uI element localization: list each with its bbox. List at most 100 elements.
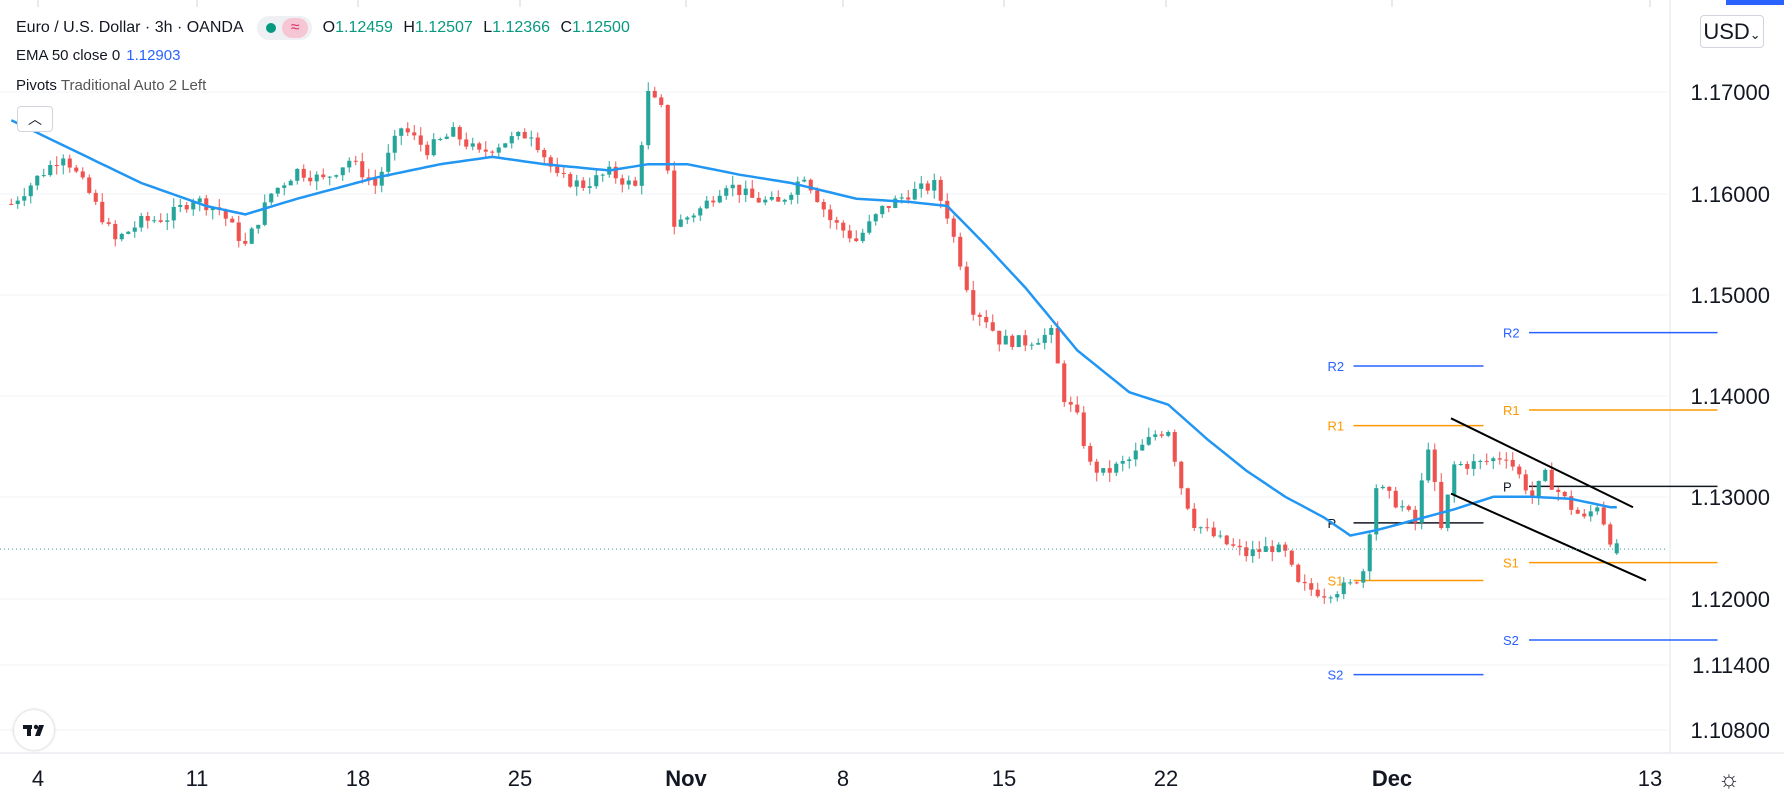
candle-body — [1309, 583, 1314, 590]
pivot-label-s1: S1 — [1328, 573, 1344, 588]
candle-body — [1562, 491, 1567, 497]
channel-trendline — [1450, 492, 1647, 582]
status-badge[interactable]: ≈ — [257, 16, 313, 40]
collapse-legend-button[interactable]: ︿ — [17, 106, 53, 132]
candle-body — [1081, 412, 1086, 446]
candle-body — [490, 151, 495, 153]
candle-body — [1068, 402, 1073, 405]
candle-body — [600, 174, 605, 176]
candle-body — [756, 197, 761, 203]
candle-body — [360, 161, 365, 178]
candle-body — [1140, 444, 1145, 451]
candle-body — [210, 207, 215, 211]
high-label: H — [403, 19, 415, 37]
candle-body — [1257, 549, 1262, 552]
candle-body — [1120, 461, 1125, 464]
candle-body — [984, 316, 989, 323]
tradingview-logo-icon[interactable] — [14, 710, 54, 750]
pivots-label: Pivots — [16, 77, 57, 94]
gear-icon[interactable]: ☼ — [1718, 766, 1740, 793]
candle-body — [1237, 545, 1242, 548]
candle-body — [691, 215, 696, 218]
y-tick-label: 1.11400 — [1692, 653, 1770, 678]
candle-body — [834, 220, 839, 223]
candle-body — [1588, 511, 1593, 517]
candle-body — [1510, 459, 1515, 467]
x-tick-label: 4 — [32, 766, 44, 791]
candle-body — [737, 184, 742, 196]
candle-body — [67, 158, 72, 168]
top-accent-bar — [1726, 0, 1784, 5]
candle-body — [9, 203, 14, 205]
candle-body — [1380, 486, 1385, 489]
x-tick-label: 25 — [508, 766, 532, 791]
chevron-up-icon: ︿ — [28, 111, 42, 127]
pivots-legend[interactable]: Pivots Traditional Auto 2 Left — [16, 77, 206, 94]
candle-body — [1419, 480, 1424, 523]
candle-body — [444, 136, 449, 139]
candle-body — [1036, 342, 1041, 345]
candle-body — [821, 202, 826, 210]
candle-body — [308, 177, 313, 182]
candle-body — [711, 200, 716, 203]
candle-body — [379, 171, 384, 186]
candle-body — [1406, 506, 1411, 510]
market-open-dot — [266, 23, 277, 33]
candle-body — [581, 180, 586, 188]
candle-body — [1062, 363, 1067, 403]
pivot-label-r2: R2 — [1503, 326, 1520, 341]
candle-body — [145, 216, 150, 221]
candle-body — [750, 188, 755, 198]
candle-body — [132, 227, 137, 232]
symbol-title[interactable]: Euro / U.S. Dollar · 3h · OANDA — [16, 19, 243, 37]
candle-body — [314, 174, 319, 182]
candle-body — [672, 170, 677, 227]
candle-body — [1263, 546, 1268, 552]
candle-body — [847, 230, 852, 239]
currency-selector[interactable]: USD⌄ — [1700, 15, 1764, 48]
candle-body — [470, 143, 475, 147]
candle-body — [1348, 582, 1353, 584]
candle-body — [1107, 468, 1112, 473]
low-label: L — [483, 19, 493, 37]
candle-body — [269, 193, 274, 203]
candle-body — [938, 180, 943, 201]
candle-body — [542, 149, 547, 158]
candle-body — [113, 223, 118, 240]
candle-body — [327, 176, 332, 178]
candle-body — [1517, 466, 1522, 475]
candle-body — [158, 220, 163, 222]
candle-body — [652, 90, 657, 98]
candle-body — [1276, 544, 1281, 553]
candle-body — [802, 179, 807, 182]
candle-body — [1302, 581, 1307, 584]
candle-body — [1413, 509, 1418, 523]
ema-legend[interactable]: EMA 50 close 0 1.12903 — [16, 47, 180, 64]
candle-body — [1465, 464, 1470, 469]
candle-body — [1484, 460, 1489, 462]
x-tick-label: 11 — [186, 766, 209, 791]
candle-body — [1250, 549, 1255, 557]
candle-body — [22, 196, 27, 201]
x-tick-label: 22 — [1154, 766, 1178, 791]
candle-body — [477, 143, 482, 150]
candle-body — [1400, 506, 1405, 508]
candle-body — [1023, 335, 1028, 346]
candle-body — [41, 175, 46, 177]
candle-body — [1049, 327, 1054, 335]
candle-body — [535, 137, 540, 150]
candle-body — [1374, 488, 1379, 535]
pivot-label-s2: S2 — [1503, 633, 1519, 648]
candle-body — [1387, 486, 1392, 491]
candle-body — [321, 174, 326, 178]
candle-body — [1029, 344, 1034, 346]
candle-body — [1536, 480, 1541, 498]
candle-body — [353, 160, 358, 162]
candle-body — [1614, 543, 1619, 554]
candle-body — [1296, 564, 1301, 582]
candle-body — [899, 197, 904, 199]
candle-body — [815, 190, 820, 203]
candle-body — [990, 322, 995, 331]
